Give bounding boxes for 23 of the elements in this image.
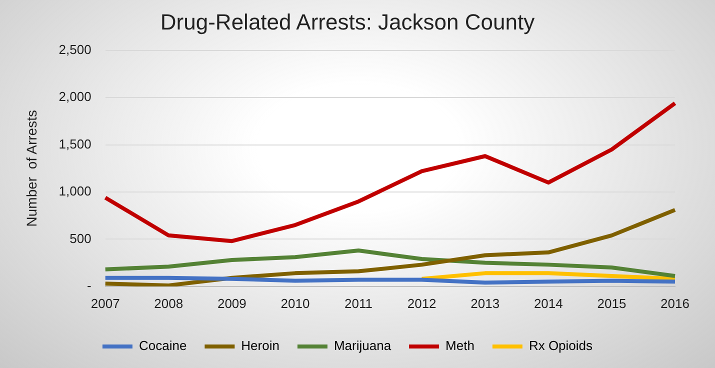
legend-label: Marijuana <box>334 338 392 354</box>
x-tick-label: 2007 <box>90 296 120 311</box>
y-tick-label: 1,000 <box>58 184 92 199</box>
x-tick-label: 2015 <box>597 296 626 311</box>
legend-label: Heroin <box>241 338 280 354</box>
legend-label: Meth <box>446 338 474 354</box>
legend-label: Rx Opioids <box>528 338 594 354</box>
x-tick-label: 2010 <box>280 296 310 311</box>
legend-label: Cocaine <box>138 338 187 354</box>
x-tick-label: 2008 <box>154 296 184 311</box>
y-tick-label: 1,500 <box>58 136 92 152</box>
y-tick-label: 500 <box>70 230 92 246</box>
y-axis-title: Number of Arrests <box>23 110 40 227</box>
x-tick-label: 2014 <box>534 296 563 311</box>
x-tick-label: 2013 <box>470 296 500 311</box>
x-tick-label: 2016 <box>660 296 690 311</box>
y-tick-label: 2,000 <box>58 89 92 104</box>
y-tick-label: 2,500 <box>58 42 92 57</box>
x-tick-label: 2011 <box>344 296 372 311</box>
x-tick-label: 2009 <box>217 296 246 311</box>
x-tick-label: 2012 <box>407 296 436 311</box>
chart-title: Drug-Related Arrests: Jackson County <box>160 9 535 34</box>
y-tick-label: - <box>86 278 92 293</box>
